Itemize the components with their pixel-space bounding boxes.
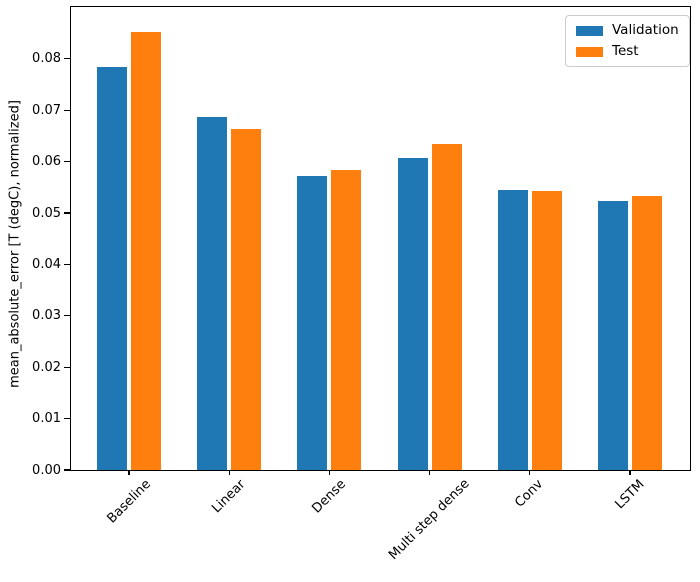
y-tick-label: 0.02 — [32, 359, 61, 375]
y-tick-mark — [64, 58, 70, 60]
y-tick-mark — [64, 469, 70, 471]
legend-label-test: Test — [612, 43, 639, 59]
bar-test-multi-step-dense — [431, 144, 462, 470]
y-tick-mark — [64, 418, 70, 420]
legend-swatch-validation — [576, 25, 603, 36]
x-tick-label-conv: Conv — [512, 476, 547, 511]
bar-validation-conv — [497, 189, 528, 470]
x-tick-label-dense: Dense — [309, 476, 349, 517]
x-tick-mark — [128, 471, 130, 475]
bar-validation-linear — [197, 117, 228, 470]
y-axis-label: mean_absolute_error [T (degC), normalize… — [7, 100, 23, 388]
y-tick-label: 0.08 — [32, 51, 61, 67]
y-tick-mark — [64, 263, 70, 266]
y-tick-label: 0.00 — [32, 462, 61, 478]
legend: Validation Test — [565, 15, 690, 67]
x-tick-mark — [228, 471, 230, 475]
x-tick-mark — [629, 471, 631, 475]
x-tick-mark — [429, 471, 431, 475]
x-tick-label-baseline: Baseline — [103, 476, 154, 527]
legend-row-test: Test — [576, 44, 679, 59]
x-tick-label-linear: Linear — [209, 476, 249, 517]
y-tick-mark — [64, 212, 70, 214]
bar-test-baseline — [131, 31, 161, 470]
y-tick-mark — [64, 366, 70, 368]
bar-test-lstm — [632, 196, 662, 470]
y-tick-mark — [64, 315, 70, 317]
bar-validation-baseline — [97, 66, 127, 470]
plot-area — [70, 6, 691, 471]
x-tick-label-lstm: LSTM — [611, 477, 648, 513]
y-tick-mark — [64, 109, 70, 111]
bar-validation-multi-step-dense — [397, 158, 428, 470]
y-tick-label: 0.03 — [32, 308, 61, 324]
x-tick-mark — [529, 471, 531, 475]
x-tick-mark — [328, 471, 330, 475]
bar-test-conv — [531, 191, 562, 470]
y-tick-label: 0.01 — [32, 411, 61, 427]
y-tick-label: 0.05 — [32, 205, 61, 221]
x-tick-label-multi-step-dense: Multi step dense — [386, 476, 473, 564]
y-tick-label: 0.06 — [32, 154, 61, 170]
y-tick-label: 0.07 — [32, 102, 61, 118]
bar-test-dense — [331, 170, 362, 470]
legend-row-validation: Validation — [576, 23, 679, 38]
bar-validation-dense — [297, 176, 328, 470]
y-tick-label: 0.04 — [32, 256, 61, 272]
legend-label-validation: Validation — [612, 22, 679, 38]
bar-validation-lstm — [598, 200, 628, 470]
y-tick-mark — [64, 161, 70, 163]
legend-swatch-test — [576, 46, 603, 57]
bar-test-linear — [231, 129, 262, 470]
